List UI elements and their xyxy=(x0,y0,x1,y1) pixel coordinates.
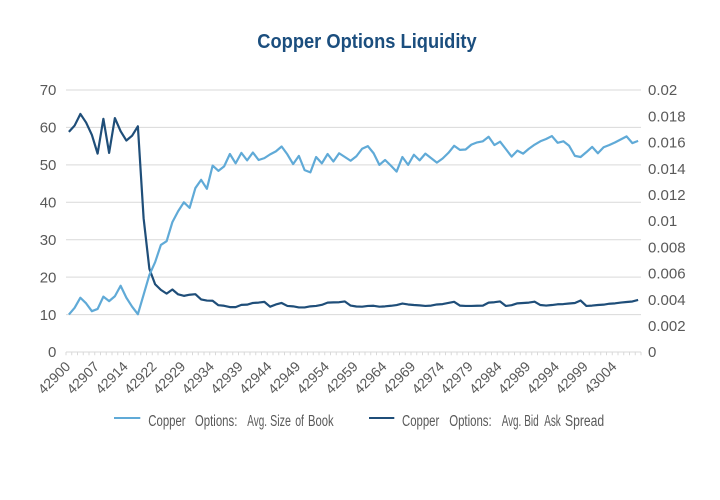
svg-text:20: 20 xyxy=(40,269,57,286)
svg-text:Copper Options Liquidity: Copper Options Liquidity xyxy=(257,31,477,53)
svg-text:Avg.: Avg. xyxy=(247,413,267,430)
svg-text:0: 0 xyxy=(648,344,656,361)
svg-text:0.014: 0.014 xyxy=(648,161,686,178)
svg-text:Bid: Bid xyxy=(524,413,539,430)
svg-text:Options:: Options: xyxy=(195,413,238,430)
svg-text:10: 10 xyxy=(40,307,57,324)
svg-text:Copper: Copper xyxy=(402,413,439,430)
svg-text:30: 30 xyxy=(40,232,57,249)
svg-text:Ask: Ask xyxy=(544,413,561,430)
svg-text:0.012: 0.012 xyxy=(648,187,686,204)
svg-text:Size: Size xyxy=(270,413,291,430)
svg-text:Options:: Options: xyxy=(449,413,492,430)
svg-text:0.018: 0.018 xyxy=(648,108,686,125)
svg-text:Avg.: Avg. xyxy=(502,413,522,430)
svg-text:0.008: 0.008 xyxy=(648,239,686,256)
svg-text:0.002: 0.002 xyxy=(648,318,686,335)
svg-text:60: 60 xyxy=(40,120,57,137)
svg-text:0.004: 0.004 xyxy=(648,292,686,309)
svg-text:0.006: 0.006 xyxy=(648,266,686,283)
svg-text:50: 50 xyxy=(40,157,57,174)
svg-text:70: 70 xyxy=(40,82,57,99)
svg-text:Spread: Spread xyxy=(565,413,604,430)
svg-text:40: 40 xyxy=(40,194,57,211)
svg-text:0.02: 0.02 xyxy=(648,82,677,99)
svg-text:0: 0 xyxy=(48,344,56,361)
svg-text:of: of xyxy=(295,413,304,430)
svg-text:0.016: 0.016 xyxy=(648,135,686,152)
svg-text:Book: Book xyxy=(308,413,334,430)
svg-text:0.01: 0.01 xyxy=(648,213,677,230)
svg-text:Copper: Copper xyxy=(148,413,185,430)
svg-text:43004: 43004 xyxy=(581,358,620,397)
